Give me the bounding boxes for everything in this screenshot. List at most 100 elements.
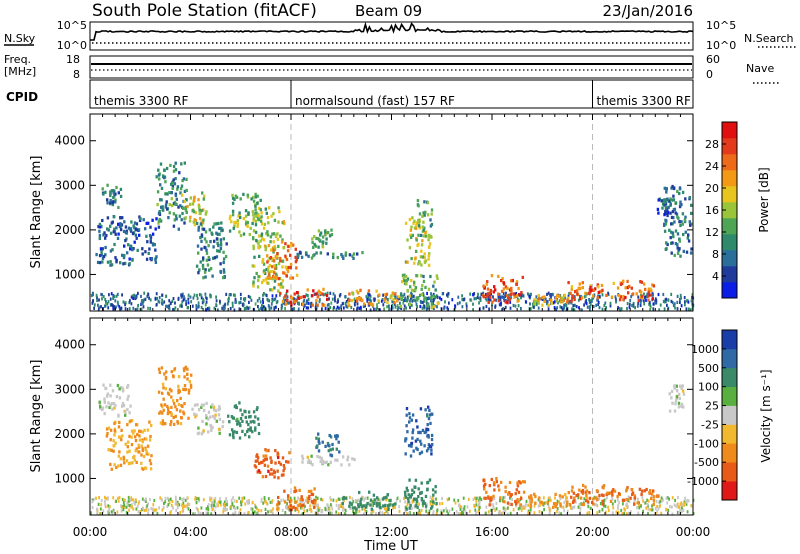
data-cell xyxy=(424,504,428,508)
data-cell xyxy=(411,488,414,492)
data-cell xyxy=(473,297,476,301)
data-cell xyxy=(500,301,502,305)
data-cell xyxy=(424,234,427,238)
data-cell xyxy=(314,305,317,310)
data-cell xyxy=(184,366,187,370)
data-cell xyxy=(579,294,581,298)
data-cell xyxy=(170,395,173,399)
data-cell xyxy=(297,254,300,258)
data-cell xyxy=(231,209,235,213)
data-cell xyxy=(664,205,668,209)
data-cell xyxy=(394,305,397,309)
data-cell xyxy=(110,467,113,471)
data-cell xyxy=(254,459,257,463)
colorbar-swatch xyxy=(722,186,737,203)
data-cell xyxy=(263,496,266,500)
data-cell xyxy=(148,438,152,442)
data-cell xyxy=(257,275,260,279)
data-cell xyxy=(404,298,407,302)
data-cell xyxy=(430,302,434,306)
data-cell xyxy=(602,493,605,498)
y-tick-label: 1000 xyxy=(54,471,85,485)
data-cell xyxy=(341,302,344,306)
data-cell xyxy=(394,505,396,509)
data-cell xyxy=(305,306,308,310)
data-cell xyxy=(529,508,532,512)
data-cell xyxy=(475,499,478,503)
data-cell xyxy=(629,298,632,303)
colorbar-swatch xyxy=(722,138,737,155)
data-cell xyxy=(118,420,121,425)
data-cell xyxy=(176,502,179,506)
data-cell xyxy=(268,206,271,210)
data-cell xyxy=(415,497,418,501)
data-cell xyxy=(141,299,144,303)
data-cell xyxy=(573,295,576,299)
data-cell xyxy=(317,437,321,441)
data-cell xyxy=(609,499,613,503)
data-cell xyxy=(260,211,263,215)
data-cell xyxy=(419,233,423,237)
data-cell xyxy=(627,291,630,295)
data-cell xyxy=(424,430,428,434)
data-cell xyxy=(423,213,426,217)
data-cell xyxy=(168,307,171,311)
data-cell xyxy=(163,176,166,180)
data-cell xyxy=(325,508,328,512)
data-cell xyxy=(540,500,544,504)
data-cell xyxy=(149,462,153,466)
data-cell xyxy=(181,304,183,308)
data-cell xyxy=(173,402,176,406)
data-cell xyxy=(351,506,355,510)
data-cell xyxy=(183,384,187,388)
data-cell xyxy=(591,294,595,298)
data-cell xyxy=(501,308,503,312)
data-cell xyxy=(349,495,351,500)
data-cell xyxy=(326,297,329,302)
data-cell xyxy=(126,445,129,449)
data-cell xyxy=(630,295,633,299)
data-cell xyxy=(207,430,210,434)
data-cell xyxy=(145,506,148,510)
data-cell xyxy=(612,511,614,515)
data-cell xyxy=(208,307,211,311)
data-cell xyxy=(461,294,463,298)
data-cell xyxy=(627,495,630,499)
data-cell xyxy=(631,303,633,308)
data-cell xyxy=(341,508,344,512)
data-cell xyxy=(615,299,618,303)
data-cell xyxy=(365,295,368,299)
data-cell xyxy=(408,302,412,307)
data-cell xyxy=(301,512,304,516)
data-cell xyxy=(383,298,386,302)
data-cell xyxy=(411,299,414,303)
data-cell xyxy=(425,427,428,431)
data-cell xyxy=(271,299,274,303)
data-cell xyxy=(616,286,620,290)
data-cell xyxy=(131,232,135,236)
data-cell xyxy=(111,248,114,252)
data-cell xyxy=(649,489,652,493)
data-cell xyxy=(141,508,143,512)
data-cell xyxy=(155,175,158,179)
data-cell xyxy=(123,244,126,248)
data-cell xyxy=(107,401,110,405)
data-cell xyxy=(444,300,446,304)
data-cell xyxy=(502,307,504,311)
data-cell xyxy=(170,191,173,195)
data-cell xyxy=(306,460,310,464)
data-cell xyxy=(430,448,433,452)
time-axis: 00:00 04:00 08:00 12:00 16:00 20:00 00:00 xyxy=(73,525,711,539)
nsky-tick-top-right: 10^5 xyxy=(706,19,736,32)
data-cell xyxy=(224,504,226,509)
data-cell xyxy=(252,244,255,248)
data-cell xyxy=(144,448,147,452)
data-cell xyxy=(250,507,252,511)
data-cell xyxy=(681,190,685,194)
data-cell xyxy=(661,206,664,210)
colorbar-swatch xyxy=(722,266,737,283)
data-cell xyxy=(340,253,343,257)
data-cell xyxy=(482,484,486,488)
data-cell xyxy=(258,206,261,210)
